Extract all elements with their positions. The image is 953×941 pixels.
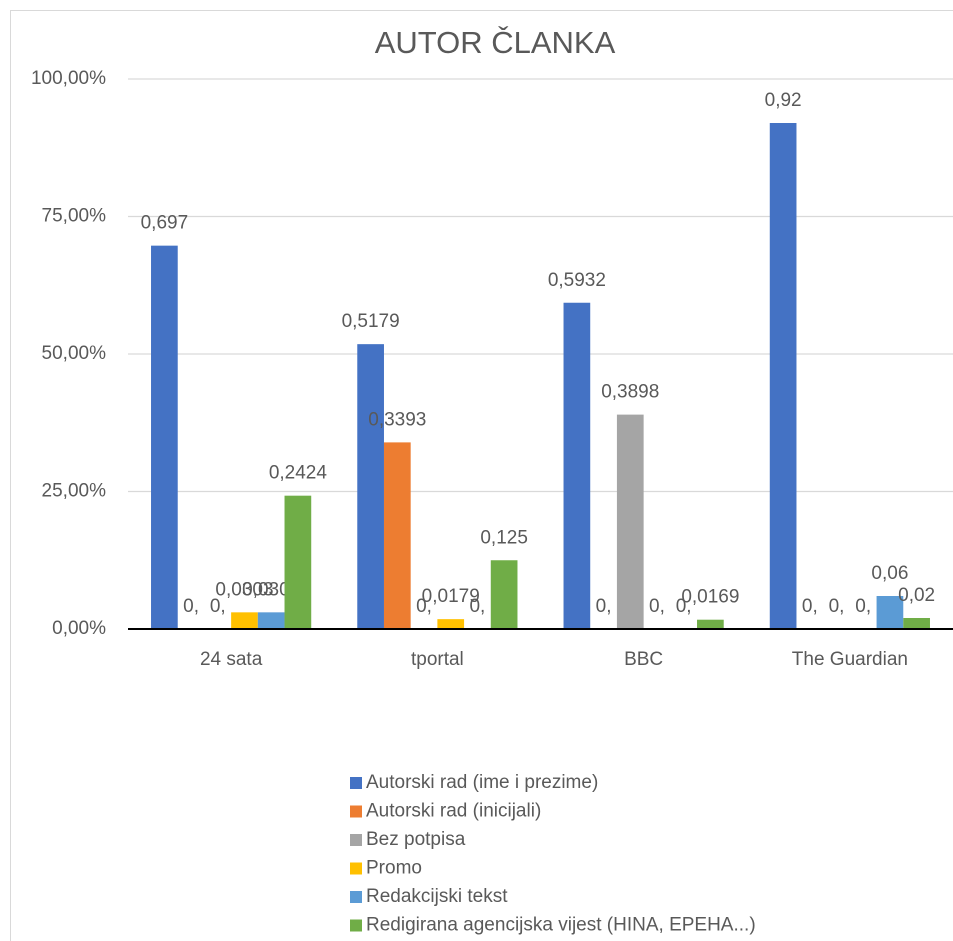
data-label: 0,	[596, 596, 612, 617]
data-label: 0,	[802, 596, 818, 617]
x-tick-label: BBC	[624, 649, 663, 670]
data-label: 0,125	[480, 527, 528, 548]
legend-label: Autorski rad (inicijali)	[366, 801, 541, 822]
bar	[151, 245, 178, 629]
data-label: 0,	[649, 596, 665, 617]
legend-swatch	[350, 862, 362, 875]
bar	[437, 619, 465, 629]
chart-title: AUTOR ČLANKA	[375, 25, 616, 60]
data-label: 0,	[676, 596, 692, 617]
data-label: 0,0169	[681, 587, 739, 608]
data-label: 0,3898	[601, 382, 659, 403]
bar	[903, 618, 930, 629]
data-label: 0,2424	[269, 463, 328, 484]
legend-label: Promo	[366, 858, 422, 879]
bar	[284, 495, 312, 629]
data-label: 0,	[469, 596, 485, 617]
y-tick-label: 0,00%	[52, 618, 106, 639]
data-label: 0,5179	[342, 311, 400, 332]
y-tick-label: 50,00%	[42, 343, 107, 364]
bar	[616, 414, 644, 629]
legend-swatch	[350, 777, 362, 789]
legend-label: Redakcijski tekst	[366, 886, 508, 907]
data-label: 0,	[183, 596, 199, 617]
bar	[876, 596, 904, 629]
data-label: 0,02	[898, 585, 935, 606]
data-label: 0,5932	[548, 270, 606, 291]
x-tick-label: 24 sata	[200, 649, 263, 670]
legend-label: Autorski rad (ime i prezime)	[366, 772, 598, 793]
data-label: 0,92	[765, 90, 802, 111]
data-label: 0,	[210, 596, 226, 617]
legend-label: Redigirana agencijska vijest (HINA, EPEH…	[366, 915, 756, 936]
y-tick-label: 100,00%	[31, 68, 106, 89]
bar	[563, 302, 591, 629]
data-label: 0,0303	[215, 579, 273, 600]
bar	[231, 612, 258, 629]
bar	[383, 442, 411, 629]
legend-swatch	[350, 834, 362, 846]
y-tick-label: 75,00%	[42, 206, 107, 227]
legend-swatch	[350, 805, 362, 818]
legend-label: Bez potpisa	[366, 829, 466, 850]
bar	[490, 560, 518, 629]
bar	[697, 619, 724, 629]
data-label: 0,	[855, 596, 871, 617]
data-label: 0,	[829, 596, 845, 617]
legend-swatch	[350, 891, 362, 903]
data-label: 0,697	[141, 213, 189, 234]
data-label: 0,06	[871, 563, 908, 584]
data-label: 0,3393	[368, 409, 426, 430]
bar	[357, 344, 384, 629]
x-tick-label: tportal	[411, 649, 464, 670]
bar	[769, 123, 797, 629]
data-label: 0,0179	[422, 586, 480, 607]
legend-swatch	[350, 919, 362, 932]
x-tick-label: The Guardian	[792, 649, 908, 670]
data-label: 0,	[416, 596, 432, 617]
y-tick-label: 25,00%	[42, 481, 107, 502]
bar	[257, 612, 285, 629]
